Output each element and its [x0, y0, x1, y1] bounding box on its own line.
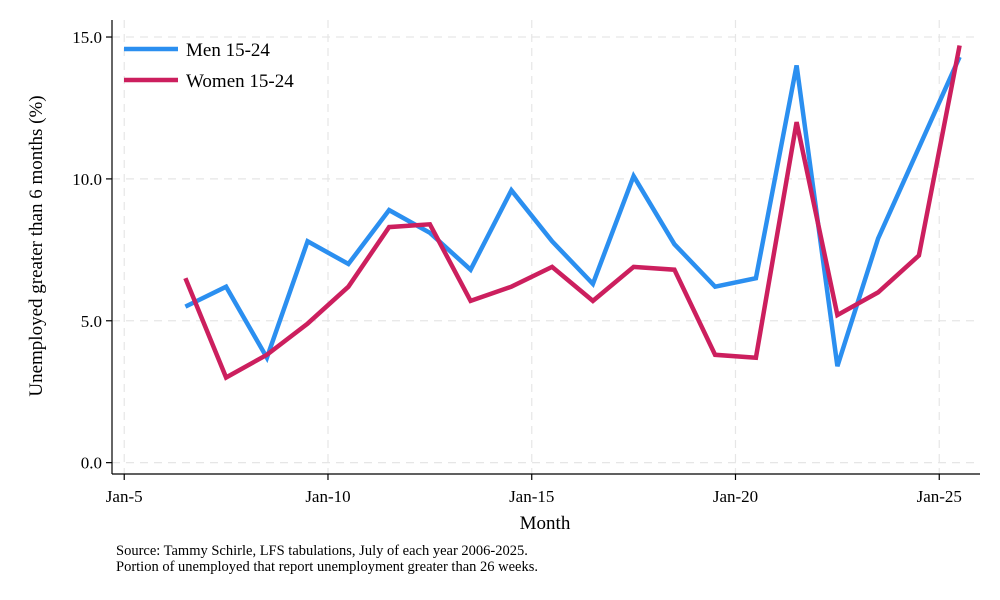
gridlines	[112, 20, 980, 474]
legend-label: Women 15-24	[186, 71, 294, 92]
x-tick-label: Jan-15	[509, 487, 554, 506]
legend: Men 15-24 Women 15-24	[124, 40, 294, 92]
y-ticks: 0.0 5.0 10.0 15.0	[72, 28, 112, 473]
x-ticks: Jan-5 Jan-10 Jan-15 Jan-20 Jan-25	[106, 474, 962, 506]
axes	[111, 20, 980, 475]
series-lines	[183, 45, 962, 381]
series-line-women	[183, 45, 962, 381]
x-tick-label: Jan-10	[305, 487, 350, 506]
description-note: Portion of unemployed that report unempl…	[116, 559, 539, 575]
legend-label: Men 15-24	[186, 40, 270, 61]
source-note: Source: Tammy Schirle, LFS tabulations, …	[116, 543, 528, 559]
y-tick-label: 5.0	[81, 312, 102, 331]
y-tick-label: 0.0	[81, 454, 102, 473]
x-tick-label: Jan-25	[917, 487, 962, 506]
x-axis-title: Month	[520, 513, 571, 534]
y-axis-title: Unemployed greater than 6 months (%)	[26, 95, 47, 396]
x-tick-label: Jan-5	[106, 487, 143, 506]
series-line-men	[184, 55, 962, 367]
y-tick-label: 10.0	[72, 170, 102, 189]
x-tick-label: Jan-20	[713, 487, 758, 506]
y-tick-label: 15.0	[72, 28, 102, 47]
